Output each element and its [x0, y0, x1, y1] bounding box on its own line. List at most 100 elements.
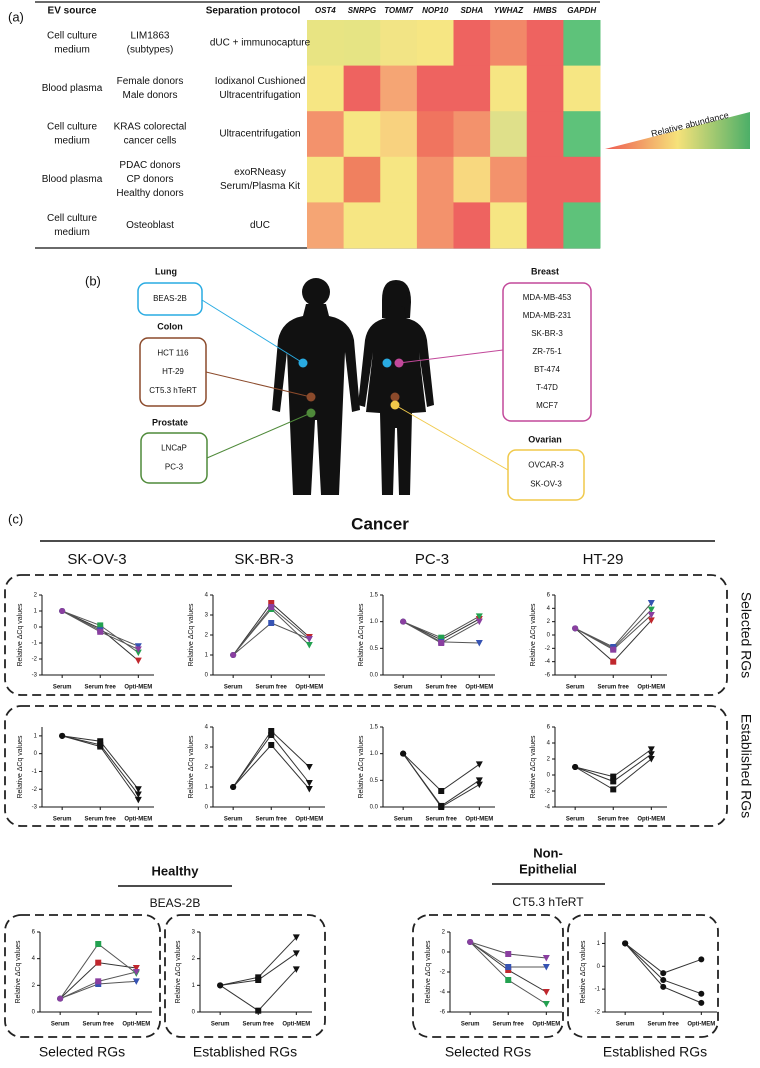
group-cell-line: CT5.3 hTeRT	[512, 895, 584, 909]
series-line	[402, 753, 480, 808]
heatmap-cell	[453, 111, 491, 158]
sample-detail: Osteoblast	[126, 220, 174, 231]
group-title: Non-	[533, 845, 563, 860]
cell-line-box	[139, 337, 207, 407]
tissue-label: Colon	[157, 321, 183, 331]
sample-detail: KRAS colorectal	[114, 122, 187, 133]
separation-protocol: Iodixanol Cushioned	[215, 76, 306, 87]
cell-line: MCF7	[536, 401, 558, 410]
marker	[505, 977, 512, 983]
heatmap-cell	[307, 20, 345, 67]
cell-line: SK-BR-3	[531, 329, 563, 338]
heatmap-cell	[563, 111, 601, 158]
marker	[132, 978, 140, 985]
row-label: Established RGs	[738, 714, 754, 818]
marker	[660, 983, 667, 990]
marker	[572, 764, 579, 770]
series-line	[574, 619, 652, 663]
gene-header: SNRPG	[348, 6, 376, 15]
series-line	[61, 610, 139, 661]
ev-source: Blood plasma	[42, 83, 103, 94]
y-tick-label: 1	[192, 983, 196, 989]
panel-label: (a)	[8, 9, 24, 24]
x-tick-label: Serum free	[85, 685, 117, 691]
y-tick-label: -1	[32, 641, 38, 647]
x-tick-label: Serum	[53, 685, 72, 691]
y-tick-label: 6	[547, 593, 551, 599]
y-tick-label: 0	[597, 964, 601, 970]
cell-line: LNCaP	[161, 444, 187, 453]
marker	[97, 628, 104, 635]
ev-source: Cell culture	[47, 213, 97, 224]
marker	[230, 784, 237, 790]
panel-title: Cancer	[351, 514, 409, 533]
y-tick-label: -2	[545, 789, 551, 795]
series-line	[575, 748, 652, 778]
marker	[268, 732, 275, 738]
x-tick-label: Serum	[211, 1022, 230, 1028]
x-tick-label: Serum free	[493, 1022, 525, 1028]
y-tick-label: 1	[34, 609, 38, 615]
x-tick-label: Serum	[566, 817, 585, 823]
ev-source: Cell culture	[47, 30, 97, 41]
x-tick-label: Opti-MEM	[124, 685, 152, 691]
y-axis-label: Relative ΔCq values	[175, 940, 182, 1004]
y-tick-label: 2	[192, 956, 196, 962]
marker	[95, 959, 102, 966]
marker	[542, 1001, 550, 1008]
marker	[505, 964, 512, 970]
marker	[438, 634, 445, 641]
marker	[610, 778, 617, 785]
y-tick-label: 1	[34, 733, 38, 739]
cell-line-box	[507, 449, 585, 501]
marker	[475, 640, 483, 647]
y-tick-label: -3	[32, 805, 38, 811]
group-frame	[567, 914, 719, 1038]
connector	[201, 299, 304, 364]
x-tick-label: Opti-MEM	[687, 1022, 715, 1028]
x-tick-label: Serum	[566, 685, 585, 691]
marker	[475, 613, 483, 620]
y-tick-label: 4	[547, 606, 551, 612]
marker	[305, 786, 313, 793]
heatmap-cell	[416, 156, 454, 203]
heatmap-cell	[490, 202, 528, 249]
heatmap-cell	[526, 156, 564, 203]
organ-dot	[298, 358, 308, 368]
marker	[438, 640, 445, 646]
marker	[134, 657, 142, 665]
gene-header: YWHAZ	[494, 6, 524, 15]
connector	[205, 371, 312, 398]
y-tick-label: -2	[32, 787, 38, 793]
marker	[97, 738, 104, 745]
marker	[255, 1007, 262, 1014]
group-frame	[4, 574, 728, 696]
series-line	[402, 753, 480, 792]
cell-line: BT-474	[534, 365, 560, 374]
marker	[305, 764, 313, 771]
cell-line-box	[502, 282, 592, 422]
y-tick-label: 6	[547, 725, 551, 731]
y-tick-label: -4	[545, 805, 551, 811]
y-axis-label: Relative ΔCq values	[358, 603, 365, 667]
x-tick-label: Serum free	[648, 1022, 680, 1028]
y-tick-label: 3	[192, 930, 196, 936]
gene-header: HMBS	[533, 6, 557, 15]
marker	[268, 728, 275, 734]
marker	[217, 982, 224, 989]
y-tick-label: 2	[34, 593, 38, 599]
y-axis-label: Relative ΔCq values	[358, 735, 365, 799]
column-title: SK-OV-3	[67, 551, 126, 568]
x-tick-label: Serum	[224, 817, 243, 823]
row-label: Selected RGs	[738, 592, 754, 678]
group-title: Epithelial	[519, 861, 577, 876]
y-tick-label: 2	[547, 757, 551, 763]
sample-detail: LIM1863	[131, 30, 170, 41]
marker	[610, 658, 617, 665]
series-line	[402, 615, 480, 639]
marker	[647, 751, 655, 758]
heatmap-cell	[526, 65, 564, 112]
heatmap-cell	[490, 111, 528, 158]
separation-protocol: dUC + immunocapture	[210, 37, 311, 48]
y-tick-label: -2	[545, 646, 551, 652]
